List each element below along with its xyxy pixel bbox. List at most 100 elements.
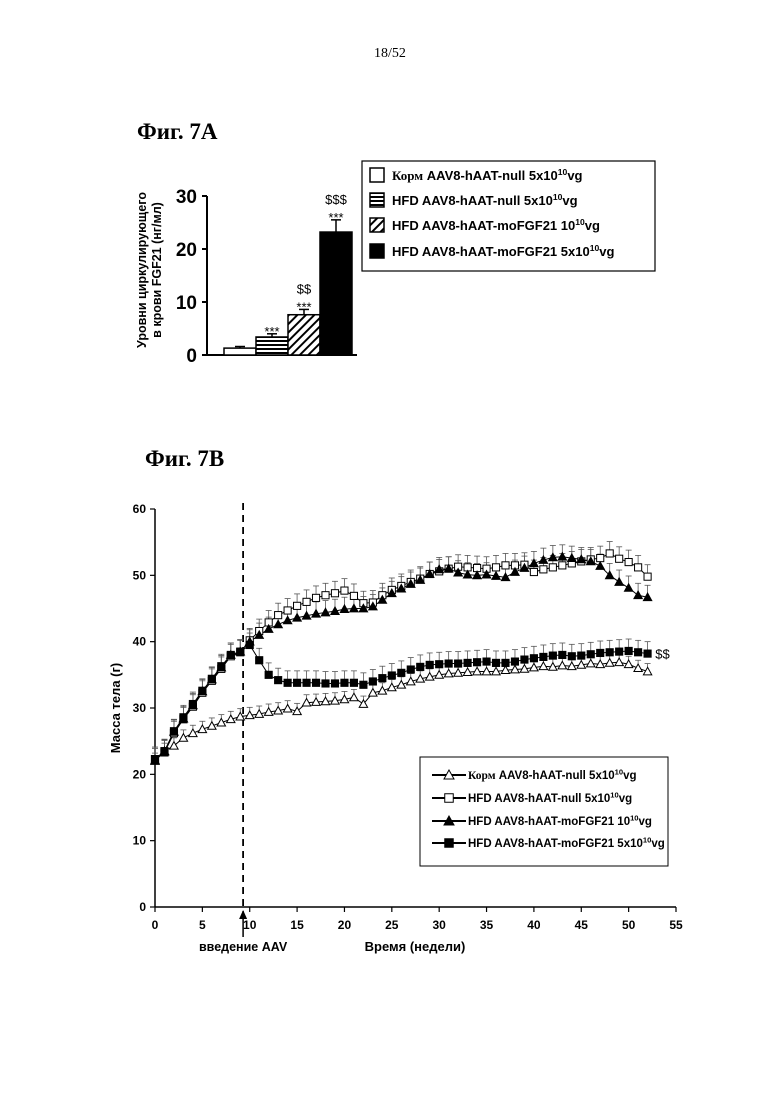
data-point	[559, 562, 566, 569]
data-point	[568, 653, 575, 660]
data-point	[379, 675, 386, 682]
legend-label-3: HFD AAV8-hAAT-moFGF21 1010vg	[392, 217, 600, 233]
data-point	[170, 728, 177, 735]
data-point	[218, 663, 225, 670]
data-point	[635, 649, 642, 656]
data-point	[284, 607, 291, 614]
series-2	[152, 542, 651, 760]
legend-label-2: HFD AAV8-hAAT-null 5x1010vg	[468, 791, 632, 805]
data-point	[549, 564, 556, 571]
significance-label: $$$	[325, 192, 347, 207]
data-point	[587, 651, 594, 658]
data-point	[559, 651, 566, 658]
data-point	[303, 598, 310, 605]
legend-label-1: Корм AAV8-hAAT-null 5x1010vg	[392, 167, 583, 183]
bar-1	[224, 348, 256, 355]
arrow-head	[239, 910, 247, 919]
data-point	[199, 687, 206, 694]
data-point	[360, 681, 367, 688]
significance-label: ***	[296, 299, 311, 314]
x-tick-label: 55	[669, 918, 683, 932]
data-point	[161, 748, 168, 755]
bar-2	[256, 337, 288, 355]
data-point	[606, 550, 613, 557]
legend-swatch-4	[370, 244, 384, 258]
data-point	[189, 700, 196, 707]
data-point	[597, 555, 604, 562]
y-tick-label: 10	[133, 834, 147, 848]
data-point	[151, 756, 158, 763]
data-point	[378, 687, 386, 695]
chart-7b: 01020304050600510152025303540455055Масса…	[0, 420, 780, 980]
y-axis-label: Масса тела (г)	[108, 663, 123, 753]
legend-label-1: Корм AAV8-hAAT-null 5x1010vg	[468, 768, 637, 782]
data-point	[294, 602, 301, 609]
data-point	[369, 678, 376, 685]
data-point	[417, 663, 424, 670]
data-point	[549, 652, 556, 659]
data-point	[256, 657, 263, 664]
x-tick-label: 0	[152, 918, 159, 932]
data-point	[587, 659, 595, 667]
data-point	[189, 729, 197, 737]
data-point	[596, 562, 604, 570]
data-point	[237, 648, 244, 655]
data-point	[492, 564, 499, 571]
data-point	[616, 648, 623, 655]
data-point	[502, 562, 509, 569]
data-point	[180, 714, 187, 721]
aav-injection-label: введение AAV	[199, 940, 288, 954]
data-point	[208, 675, 215, 682]
x-tick-label: 35	[480, 918, 494, 932]
data-point	[436, 661, 443, 668]
legend-label-4: HFD AAV8-hAAT-moFGF21 5x1010vg	[468, 836, 665, 850]
data-point	[445, 660, 452, 667]
data-point	[624, 584, 632, 592]
data-point	[398, 669, 405, 676]
data-point	[625, 558, 632, 565]
data-point	[530, 655, 537, 662]
data-point	[578, 652, 585, 659]
data-point	[265, 671, 272, 678]
data-point	[388, 672, 395, 679]
data-point	[322, 592, 329, 599]
data-point	[179, 734, 187, 742]
y-tick-label: 40	[133, 635, 147, 649]
data-point	[350, 679, 357, 686]
data-point	[208, 722, 216, 730]
data-point	[483, 658, 490, 665]
data-point	[540, 566, 547, 573]
bar-4	[320, 232, 352, 355]
y-tick-label: 30	[176, 187, 197, 208]
data-point	[635, 564, 642, 571]
data-point	[407, 666, 414, 673]
data-point	[397, 681, 405, 689]
data-point	[643, 667, 651, 675]
data-point	[303, 679, 310, 686]
y-tick-label: 20	[176, 240, 197, 261]
x-tick-label: 25	[385, 918, 399, 932]
data-point	[274, 620, 282, 628]
x-tick-label: 5	[199, 918, 206, 932]
data-point	[445, 794, 454, 803]
data-point	[312, 679, 319, 686]
data-point	[426, 661, 433, 668]
significance-label: $$	[297, 281, 312, 296]
data-point	[341, 679, 348, 686]
legend-swatch-3	[370, 218, 384, 232]
x-tick-label: 10	[243, 918, 257, 932]
legend-label-2: HFD AAV8-hAAT-null 5x1010vg	[392, 192, 578, 208]
y-tick-label: 50	[133, 568, 147, 582]
data-point	[615, 578, 623, 586]
x-tick-label: 20	[338, 918, 352, 932]
data-point	[597, 649, 604, 656]
data-point	[283, 704, 291, 712]
data-point	[217, 718, 225, 726]
x-tick-label: 45	[575, 918, 589, 932]
y-axis-label-line2: в крови FGF21 (нг/мл)	[150, 202, 164, 338]
x-axis-label: Время (недели)	[365, 939, 466, 954]
data-point	[616, 555, 623, 562]
data-point	[539, 662, 547, 670]
x-tick-label: 40	[527, 918, 541, 932]
data-point	[634, 591, 642, 599]
